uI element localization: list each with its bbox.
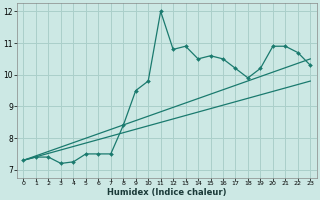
X-axis label: Humidex (Indice chaleur): Humidex (Indice chaleur): [107, 188, 227, 197]
